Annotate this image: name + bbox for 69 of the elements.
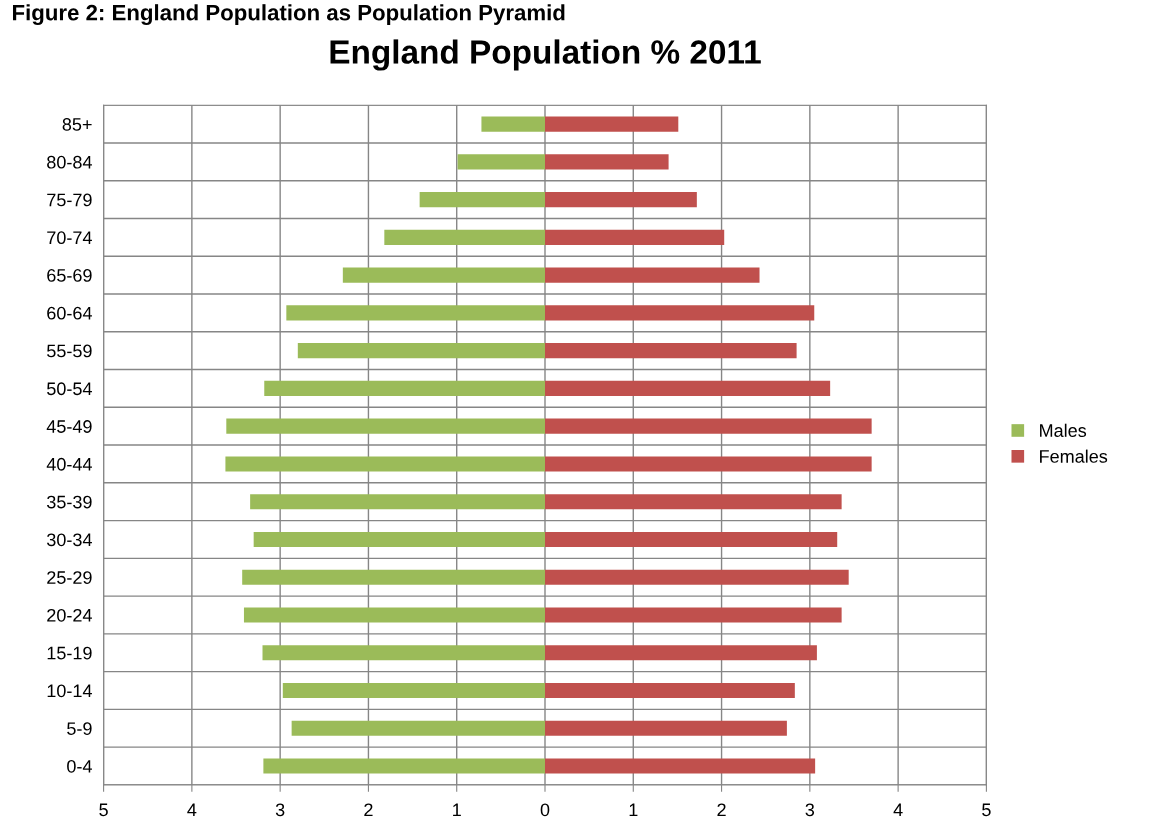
y-tick-label: 50-54 xyxy=(47,382,92,396)
y-tick-label: 60-64 xyxy=(47,306,92,320)
bar xyxy=(457,154,545,170)
bar xyxy=(545,758,816,774)
y-tick-label: 80-84 xyxy=(47,155,92,169)
y-tick-label: 55-59 xyxy=(47,344,92,358)
y-tick-label: 85+ xyxy=(62,118,92,131)
bar xyxy=(545,645,817,661)
bar xyxy=(263,758,545,774)
legend-label: Females xyxy=(1040,449,1108,463)
bar xyxy=(226,418,545,434)
bar xyxy=(545,682,795,699)
bar xyxy=(225,456,545,472)
y-tick-label: 30-34 xyxy=(46,533,92,547)
bar xyxy=(545,418,872,434)
y-tick-label: 20-24 xyxy=(47,608,92,622)
bar xyxy=(545,531,838,548)
bar xyxy=(384,229,545,245)
bar xyxy=(545,343,797,359)
y-tick-label: 35-39 xyxy=(46,495,92,509)
bar xyxy=(342,267,545,283)
x-tick-label: 3 xyxy=(275,803,285,817)
bar xyxy=(282,682,545,699)
caption: Figure 2: England Population as Population Pyramid xyxy=(13,4,565,25)
bar xyxy=(481,116,545,132)
y-tick-label: 5-9 xyxy=(67,722,92,735)
bar xyxy=(545,267,760,283)
bar xyxy=(545,607,842,623)
x-tick-label: 1 xyxy=(453,803,461,817)
y-tick-label: 70-74 xyxy=(47,231,92,245)
bar xyxy=(545,305,815,321)
bar xyxy=(545,720,787,736)
y-tick-label: 65-69 xyxy=(47,269,92,282)
x-tick-label: 4 xyxy=(893,803,903,817)
bar xyxy=(286,305,545,321)
bar xyxy=(545,494,842,510)
x-tick-label: 0 xyxy=(540,803,550,817)
y-tick-label: 0-4 xyxy=(67,759,92,773)
bar xyxy=(243,607,545,623)
bar xyxy=(545,229,725,245)
bar xyxy=(242,569,545,585)
bar xyxy=(419,192,545,208)
bar xyxy=(250,494,545,510)
chart-title: England Population % 2011 xyxy=(330,39,761,71)
x-tick-label: 5 xyxy=(99,803,108,817)
bar xyxy=(545,116,679,132)
bar xyxy=(264,380,545,396)
x-tick-label: 4 xyxy=(187,803,197,817)
bar xyxy=(253,531,545,548)
y-tick-label: 75-79 xyxy=(47,193,92,207)
x-tick-label: 5 xyxy=(982,803,991,817)
legend-label: Males xyxy=(1040,423,1087,437)
bar xyxy=(297,343,545,359)
y-tick-label: 45-49 xyxy=(46,420,92,433)
bar xyxy=(545,569,849,585)
bar xyxy=(291,720,545,736)
y-tick-label: 40-44 xyxy=(46,457,92,471)
x-tick-label: 2 xyxy=(364,803,373,817)
x-tick-label: 1 xyxy=(629,803,638,817)
bar xyxy=(545,154,669,170)
y-tick-label: 10-14 xyxy=(47,684,92,698)
x-tick-label: 3 xyxy=(805,803,815,817)
bar xyxy=(545,192,697,208)
y-tick-label: 15-19 xyxy=(47,646,92,660)
bar xyxy=(545,380,831,396)
x-tick-label: 2 xyxy=(717,803,726,817)
y-tick-label: 25-29 xyxy=(47,571,92,584)
bar xyxy=(545,456,872,472)
bar xyxy=(262,645,545,661)
